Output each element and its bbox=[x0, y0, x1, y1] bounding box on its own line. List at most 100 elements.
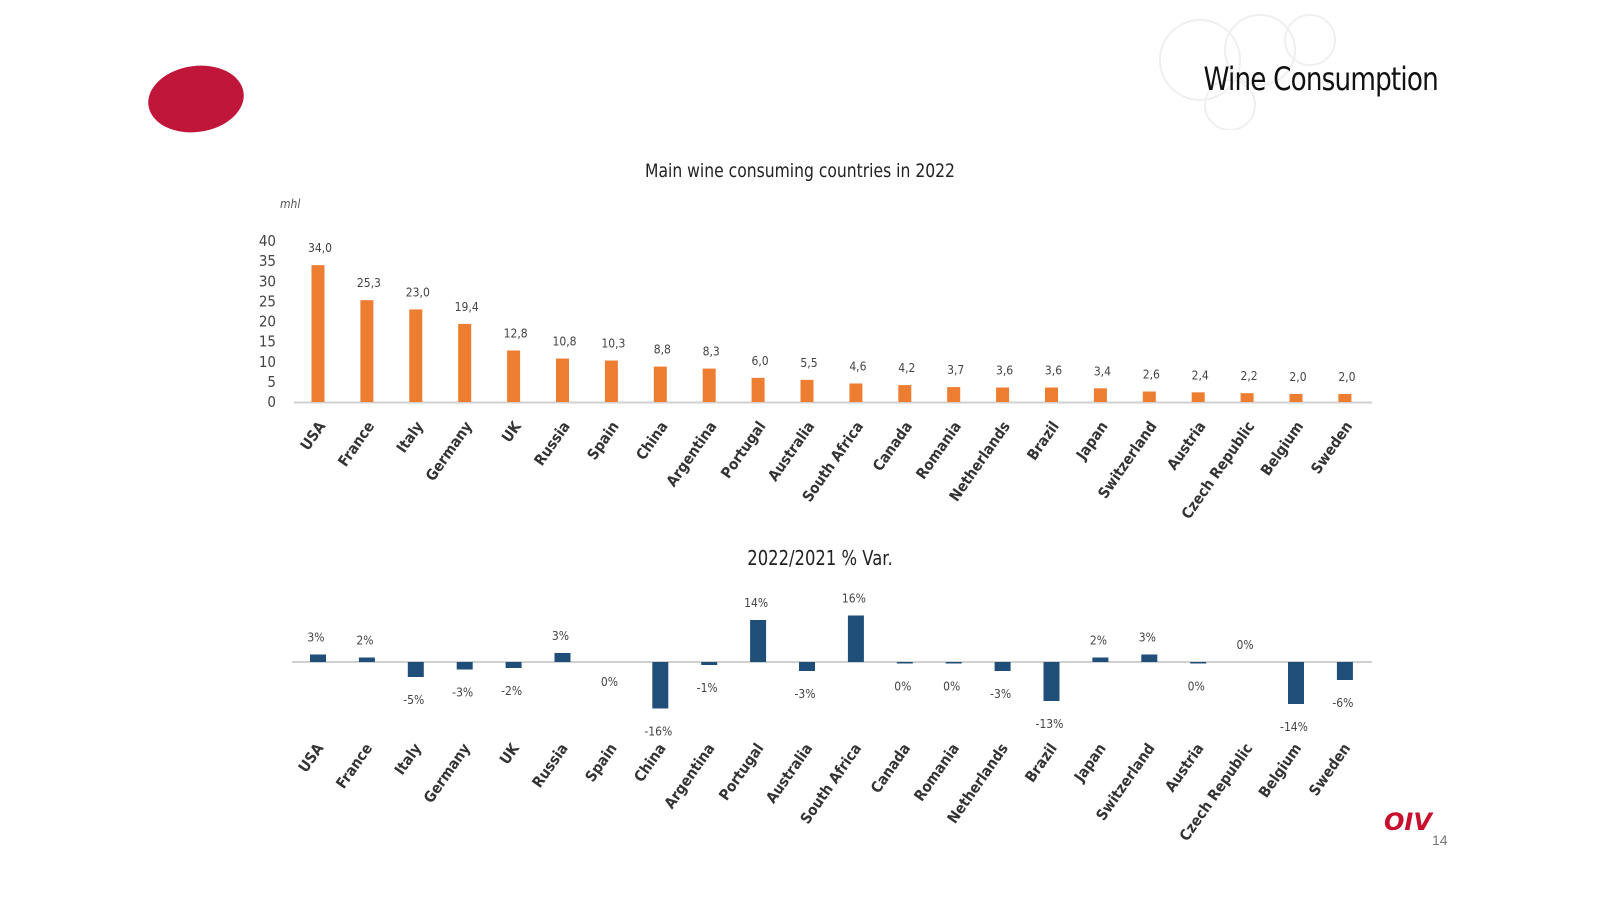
country-tick-label: Germany bbox=[420, 740, 474, 807]
variation-value-label: 0% bbox=[943, 680, 960, 694]
country-tick-label: USA bbox=[297, 418, 330, 454]
consumption-value-label: 34,0 bbox=[308, 241, 332, 255]
consumption-value-label: 19,4 bbox=[455, 300, 479, 314]
page-title: Wine Consumption bbox=[1203, 60, 1439, 98]
consumption-bar bbox=[458, 323, 472, 402]
consumption-bar bbox=[1093, 388, 1107, 402]
variation-bar bbox=[994, 662, 1011, 671]
consumption-bar bbox=[947, 387, 961, 402]
country-tick-label: Brazil bbox=[1021, 740, 1060, 786]
country-tick-label: Sweden bbox=[1305, 740, 1354, 799]
country-tick-label: Austria bbox=[1163, 418, 1209, 473]
consumption-bar bbox=[1240, 393, 1254, 402]
consumption-bar bbox=[604, 360, 618, 402]
consumption-bar-chart: mhl 0 5 10 15 20 25 30 35 40 34,0 USA 25,3 France 23,0… bbox=[259, 197, 1372, 522]
consumption-bar bbox=[1191, 392, 1205, 402]
variation-value-label: -14% bbox=[1280, 720, 1308, 734]
country-tick-label: Japan bbox=[1072, 418, 1112, 464]
consumption-bar bbox=[360, 300, 374, 402]
consumption-bar bbox=[507, 350, 521, 402]
consumption-value-label: 25,3 bbox=[357, 276, 381, 290]
consumption-bar bbox=[311, 265, 325, 402]
country-tick-label: Italy bbox=[393, 418, 427, 456]
variation-value-label: 3% bbox=[1139, 631, 1156, 645]
variation-value-label: -2% bbox=[501, 684, 522, 698]
variation-bar bbox=[1141, 654, 1158, 662]
y-tick-label: 15 bbox=[259, 333, 276, 351]
variation-bar bbox=[407, 662, 424, 677]
country-tick-label: China bbox=[630, 740, 669, 785]
country-tick-label: France bbox=[332, 740, 376, 792]
consumption-value-label: 2,2 bbox=[1241, 369, 1258, 383]
variation-bar bbox=[750, 620, 767, 662]
country-tick-label: Australia bbox=[764, 418, 818, 485]
consumption-bar bbox=[653, 366, 667, 402]
variation-value-label: -1% bbox=[697, 681, 718, 695]
consumption-bar bbox=[996, 387, 1010, 402]
consumption-bar bbox=[1142, 391, 1156, 402]
consumption-value-label: 2,0 bbox=[1338, 370, 1355, 384]
country-tick-label: France bbox=[334, 418, 378, 470]
page-number: 14 bbox=[1432, 832, 1448, 848]
variation-value-label: 0% bbox=[601, 675, 618, 689]
country-tick-label: Japan bbox=[1070, 740, 1110, 786]
variation-value-label: 3% bbox=[307, 631, 324, 645]
consumption-value-label: 5,5 bbox=[800, 356, 817, 370]
consumption-value-label: 3,6 bbox=[996, 364, 1013, 378]
consumption-value-label: 4,6 bbox=[849, 359, 866, 373]
consumption-bar bbox=[800, 379, 814, 402]
variation-value-label: 16% bbox=[842, 592, 866, 606]
country-tick-label: China bbox=[632, 418, 671, 463]
country-tick-label: Russia bbox=[528, 740, 571, 791]
country-tick-label: Romania bbox=[912, 418, 965, 483]
variation-value-label: -5% bbox=[403, 693, 424, 707]
y-tick-label: 25 bbox=[259, 292, 276, 310]
variation-value-label: -3% bbox=[794, 687, 815, 701]
variation-value-label: -3% bbox=[990, 687, 1011, 701]
y-tick-label: 20 bbox=[259, 313, 276, 331]
consumption-value-label: 10,8 bbox=[552, 335, 576, 349]
variation-value-label: 0% bbox=[894, 680, 911, 694]
consumption-value-label: 2,0 bbox=[1289, 370, 1306, 384]
variation-value-label: 0% bbox=[1188, 680, 1205, 694]
consumption-bar bbox=[898, 385, 912, 402]
consumption-bar bbox=[751, 377, 765, 402]
variation-bar bbox=[1190, 662, 1207, 664]
country-tick-label: Belgium bbox=[1255, 740, 1305, 801]
y-tick-label: 10 bbox=[259, 353, 276, 371]
variation-bar bbox=[310, 654, 326, 662]
y-tick-label: 40 bbox=[259, 232, 276, 250]
variation-value-label: -13% bbox=[1036, 717, 1064, 731]
consumption-bar bbox=[849, 383, 863, 402]
consumption-bar bbox=[1045, 387, 1058, 402]
y-axis-label: mhl bbox=[280, 197, 300, 211]
consumption-value-label: 12,8 bbox=[504, 326, 528, 340]
variation-bar bbox=[456, 662, 473, 670]
consumption-value-label: 3,7 bbox=[947, 363, 964, 377]
y-tick-label: 35 bbox=[259, 252, 276, 270]
country-tick-label: Romania bbox=[910, 740, 963, 805]
consumption-value-label: 8,8 bbox=[654, 343, 671, 357]
variation-bar bbox=[358, 657, 375, 662]
variation-bar bbox=[799, 662, 815, 671]
country-tick-label: Canada bbox=[867, 740, 914, 797]
variation-value-label: 14% bbox=[744, 596, 768, 610]
country-tick-label: Austria bbox=[1161, 740, 1207, 795]
country-tick-label: Sweden bbox=[1307, 418, 1356, 477]
country-tick-label: Australia bbox=[762, 740, 816, 807]
variation-bar bbox=[847, 615, 864, 662]
consumption-bar bbox=[409, 309, 423, 402]
country-tick-label: Brazil bbox=[1023, 418, 1062, 464]
watermark-graphic bbox=[1159, 14, 1336, 130]
oiv-logo: OIV bbox=[1384, 808, 1432, 836]
consumption-bar bbox=[702, 368, 716, 402]
variation-bar bbox=[1043, 662, 1060, 701]
country-tick-label: Belgium bbox=[1257, 418, 1307, 479]
country-tick-label: Spain bbox=[581, 740, 620, 785]
country-tick-label: Portugal bbox=[717, 418, 769, 482]
consumption-value-label: 23,0 bbox=[406, 285, 430, 299]
consumption-value-label: 10,3 bbox=[601, 337, 625, 351]
variation-value-label: -16% bbox=[644, 725, 672, 739]
country-tick-label: Russia bbox=[530, 418, 573, 469]
